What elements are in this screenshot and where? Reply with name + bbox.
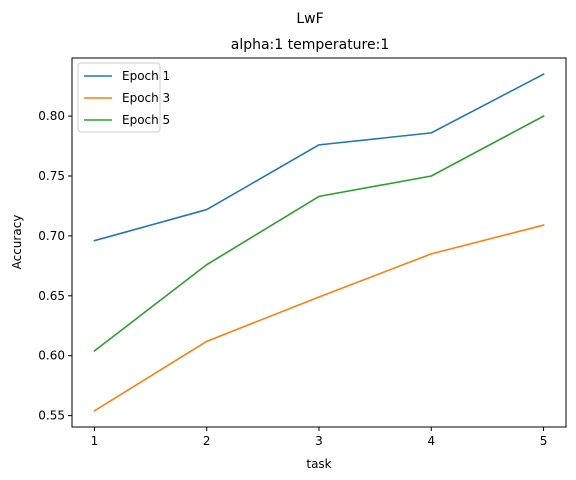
legend-box	[77, 62, 161, 133]
y-axis-ticks: 0.55 0.60 0.65 0.70 0.75 0.80	[38, 109, 72, 423]
x-tick-label: 3	[315, 434, 323, 448]
series-layer	[93, 73, 545, 412]
chart-title: alpha:1 temperature:1	[231, 37, 390, 53]
plot-area-frame	[71, 57, 567, 428]
y-tick-label: 0.80	[38, 109, 65, 123]
y-axis-label: Accuracy	[10, 215, 24, 270]
x-axis-ticks: 1 2 3 4 5	[91, 427, 548, 448]
y-tick-label: 0.70	[38, 229, 65, 243]
x-tick-label: 5	[540, 434, 548, 448]
y-tick-label: 0.55	[38, 409, 65, 423]
x-axis-label: task	[306, 457, 331, 471]
y-tick-label: 0.60	[38, 349, 65, 363]
chart-suptitle: LwF	[296, 11, 323, 27]
series-line-epoch-3	[93, 224, 545, 412]
legend: Epoch 1 Epoch 3 Epoch 5	[77, 62, 170, 133]
series-line-epoch-5	[93, 115, 545, 353]
y-tick-label: 0.75	[38, 169, 65, 183]
series-line-epoch-1	[93, 73, 545, 242]
x-tick-label: 1	[91, 434, 99, 448]
y-tick-label: 0.65	[38, 289, 65, 303]
x-tick-label: 4	[427, 434, 435, 448]
x-tick-label: 2	[203, 434, 211, 448]
legend-label: Epoch 1	[122, 69, 170, 83]
legend-label: Epoch 3	[122, 91, 170, 105]
legend-label: Epoch 5	[122, 113, 170, 127]
